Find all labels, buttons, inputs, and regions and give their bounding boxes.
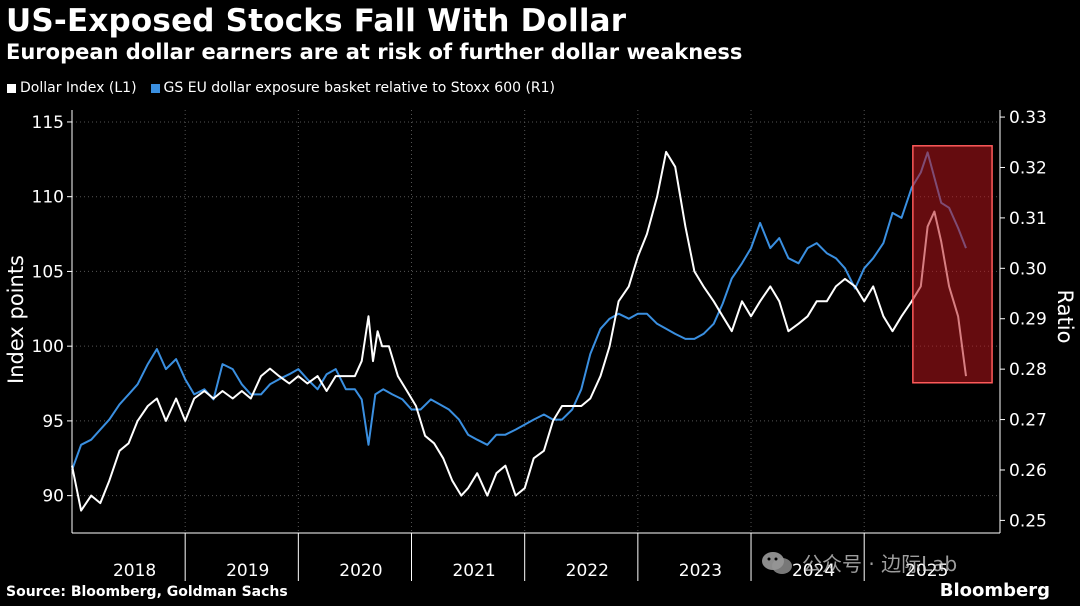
right-tick-label-5: 0.30 xyxy=(1009,259,1047,279)
chart-title: US-Exposed Stocks Fall With Dollar xyxy=(6,3,627,39)
x-tick-label-7: 2025 xyxy=(905,561,948,581)
grid xyxy=(72,110,1000,533)
left-tick-label-0: 90 xyxy=(42,487,64,507)
right-tick-label-4: 0.29 xyxy=(1009,310,1047,330)
series-layer xyxy=(71,150,967,512)
x-tick-label-6: 2024 xyxy=(792,561,835,581)
series-line-gs-basket xyxy=(71,151,967,471)
x-tick-label-2: 2020 xyxy=(339,561,382,581)
axis-labels-layer: 90 95 100 105 110 115 0.25 0.26 0.27 0.28 0.29 0.30… xyxy=(4,108,1077,581)
bloomberg-logo: Bloomberg xyxy=(939,580,1050,601)
x-tick-label-1: 2019 xyxy=(226,561,269,581)
legend-item-gs-basket: GS EU dollar exposure basket relative to… xyxy=(150,80,556,96)
legend-item-dollar-index: Dollar Index (L1) xyxy=(7,80,137,96)
right-axis-title: Ratio xyxy=(1053,290,1077,344)
source-note: Source: Bloomberg, Goldman Sachs xyxy=(6,584,288,600)
left-tick-label-1: 95 xyxy=(42,412,64,432)
right-tick-label-0: 0.25 xyxy=(1009,511,1047,531)
legend: Dollar Index (L1) GS EU dollar exposure … xyxy=(7,80,555,96)
highlight-box xyxy=(912,145,993,384)
watermark-text: 公众号 · 边际Lab xyxy=(802,552,958,576)
x-tick-label-3: 2021 xyxy=(452,561,495,581)
x-tick-label-0: 2018 xyxy=(113,561,156,581)
right-tick-label-3: 0.28 xyxy=(1009,360,1047,380)
x-tick-label-5: 2023 xyxy=(679,561,722,581)
right-tick-label-8: 0.33 xyxy=(1009,108,1047,128)
left-tick-label-5: 115 xyxy=(32,113,64,133)
x-tick-label-4: 2022 xyxy=(566,561,609,581)
watermark: 公众号 · 边际Lab xyxy=(760,548,957,577)
right-tick-label-7: 0.32 xyxy=(1009,158,1047,178)
right-tick-label-6: 0.31 xyxy=(1009,209,1047,229)
legend-swatch-blue xyxy=(150,83,160,93)
right-tick-label-2: 0.27 xyxy=(1009,411,1047,431)
series-line-dollar-index xyxy=(71,150,967,512)
wechat-icon xyxy=(762,551,792,574)
left-tick-label-4: 110 xyxy=(32,188,64,208)
highlight-layer xyxy=(912,145,993,384)
legend-label-dollar-index: Dollar Index (L1) xyxy=(20,80,137,96)
legend-label-gs-basket: GS EU dollar exposure basket relative to… xyxy=(163,80,556,96)
right-tick-label-1: 0.26 xyxy=(1009,461,1047,481)
axes-layer xyxy=(67,110,1005,581)
left-axis-title: Index points xyxy=(4,255,28,384)
left-tick-label-2: 100 xyxy=(32,337,64,357)
chart-subtitle: European dollar earners are at risk of f… xyxy=(6,40,743,64)
legend-swatch-white xyxy=(7,83,16,93)
left-tick-label-3: 105 xyxy=(32,262,64,282)
